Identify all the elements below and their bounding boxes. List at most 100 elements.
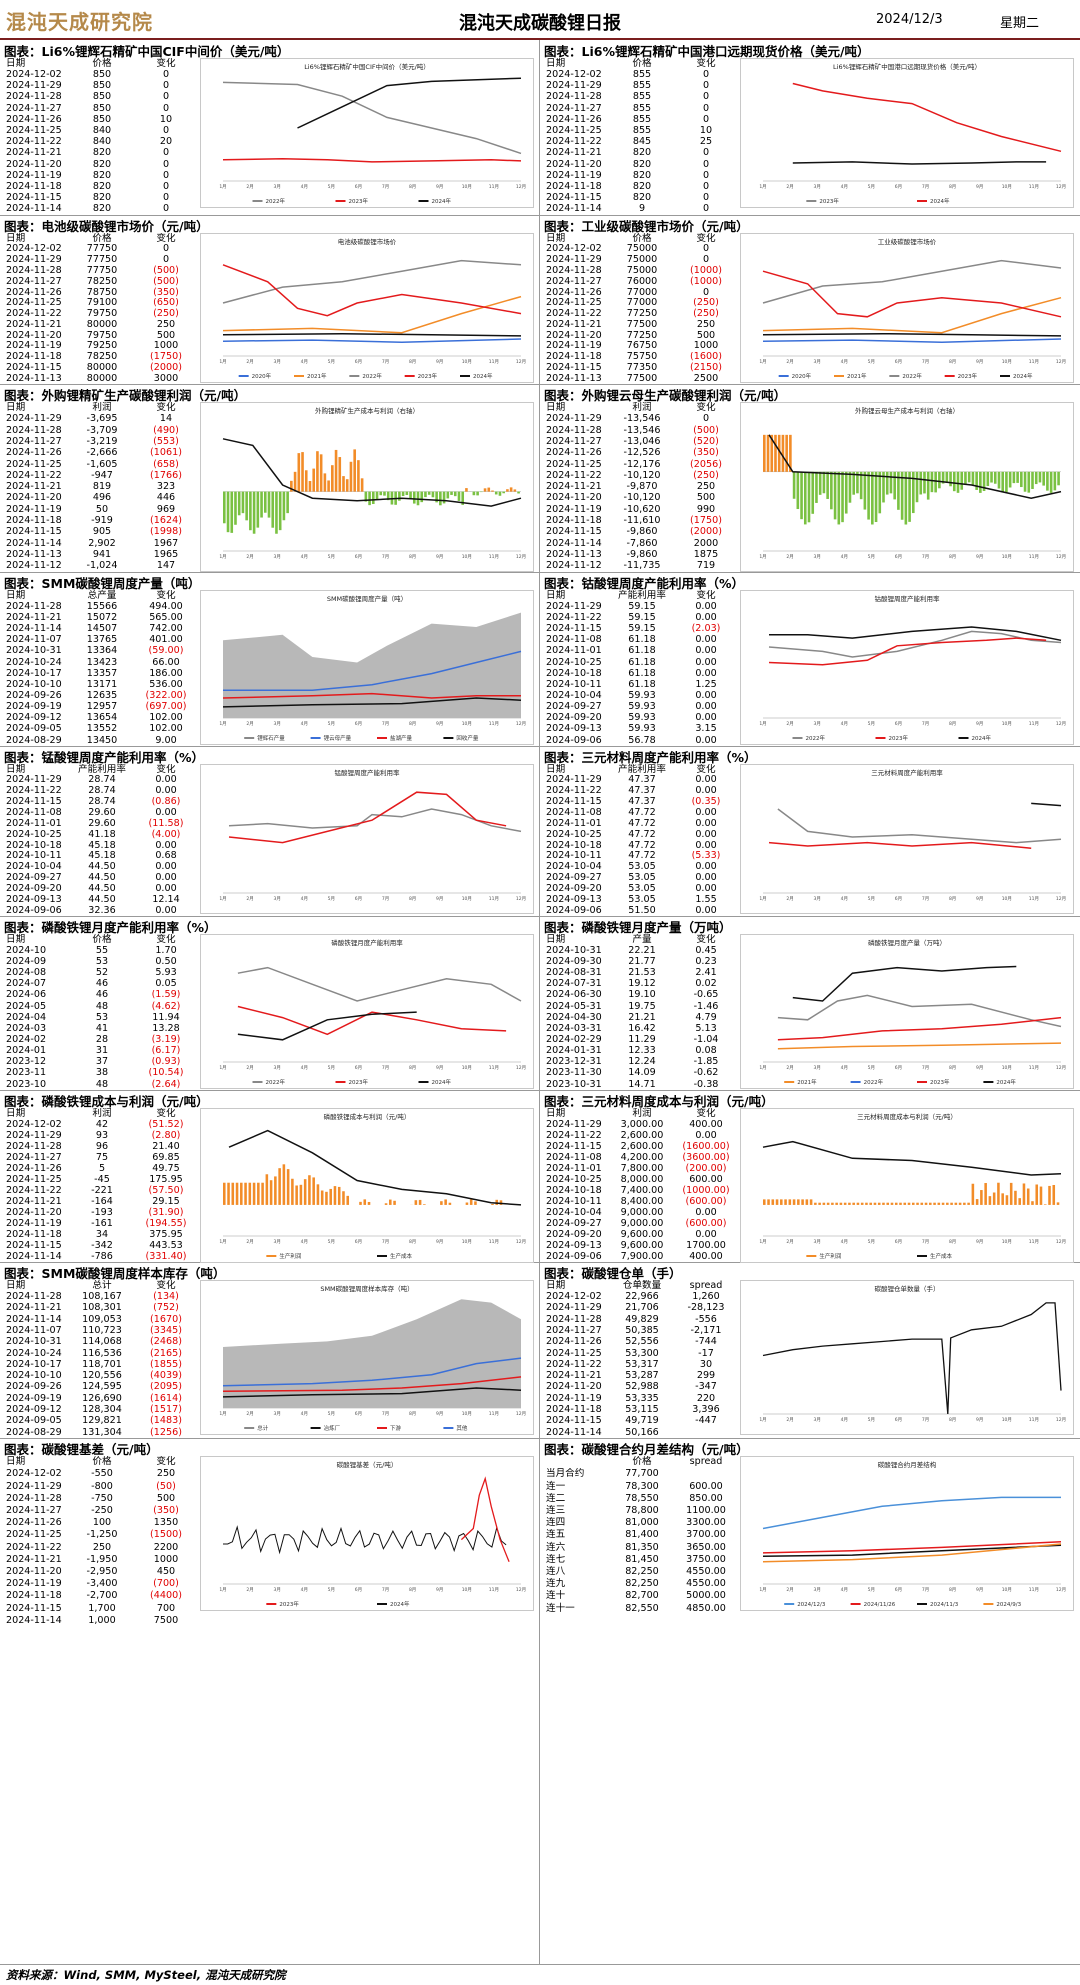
table-cell: (57.50)	[148, 1185, 184, 1196]
x-tick-label: 5月	[868, 1417, 875, 1423]
profit-bar	[278, 491, 282, 531]
x-tick-label: 7月	[922, 721, 929, 727]
table-cell: 13450	[86, 734, 118, 746]
table-cell: 2000	[693, 537, 719, 549]
x-tick-label: 2月	[786, 1587, 793, 1593]
table-row: 2024-11-28 850 0	[2, 92, 198, 103]
x-tick-label: 1月	[759, 1417, 766, 1423]
table-row: 2024-11-25 77000 (250)	[542, 298, 738, 309]
profit-bar	[784, 1199, 787, 1205]
table-cell: 2024-09	[6, 956, 47, 968]
chart-panel: 图表：SMM碳酸锂周度产量（吨） 日期 总产量 变化 2024-11-28 15566 49…	[0, 573, 540, 747]
table-row: 2024-11-19 76750 1000	[542, 341, 738, 352]
legend-label: 2024年	[390, 1600, 410, 1608]
data-table: 日期 总计 变化 2024-11-28 108,167 (134) 2024-11-21 10…	[2, 1280, 198, 1438]
table-cell: 2024-09-20	[546, 883, 602, 894]
table-cell: 2024-11-14	[6, 203, 62, 215]
table-cell: 400.00	[689, 1251, 723, 1262]
table-row: 2024-11-28 -3,709 (490)	[2, 425, 198, 436]
table-cell: 82,550	[625, 1602, 659, 1614]
x-tick-label: 5月	[328, 896, 335, 902]
column-header: 日期	[546, 233, 566, 244]
table-cell: 102.00	[149, 712, 183, 724]
x-tick-label: 6月	[895, 554, 902, 560]
chart-title: 磷酸铁锂月度产能利用率	[331, 938, 403, 947]
table-cell: 1.55	[695, 894, 717, 905]
profit-bar	[1005, 471, 1008, 493]
table-cell: 2024-11-28	[6, 1492, 62, 1504]
table-cell: 2024-11-14	[6, 1313, 62, 1325]
table-row: 2024-11-18 34 375.95	[2, 1229, 198, 1240]
profit-bar	[992, 1192, 996, 1205]
table-cell: 0.00	[695, 807, 717, 818]
table-cell: 15566	[86, 601, 118, 612]
table-cell: -9,860	[626, 549, 658, 561]
x-tick-label: 4月	[301, 184, 308, 190]
x-tick-label: 12月	[1056, 1587, 1066, 1593]
data-table: 日期 价格 变化 2024-12-02 855 0 2024-11-29 855 0 2024-1…	[542, 58, 738, 215]
column-header: 价格	[92, 934, 112, 945]
table-cell: -13,546	[623, 413, 661, 425]
table-row: 2024-11-21 -164 29.15	[2, 1196, 198, 1207]
profit-bar	[830, 471, 833, 510]
table-row: 2024-11-22 77250 (250)	[542, 308, 738, 319]
table-cell: 2024-02-29	[546, 1034, 602, 1046]
table-cell: 446	[156, 492, 176, 504]
table-row: 2024-09-13 53.05 1.55	[542, 894, 738, 905]
table-cell: 2024-11-08	[546, 634, 602, 646]
series-line	[222, 1357, 522, 1387]
table-cell: -2,666	[86, 447, 118, 459]
table-row: 2024-12-02 850 0	[2, 69, 198, 80]
series-line	[768, 841, 1032, 849]
row-divider	[0, 215, 1080, 216]
column-header: 仓单数量	[622, 1280, 662, 1291]
table-cell: 124,595	[82, 1381, 122, 1393]
x-tick-label: 8月	[409, 1065, 416, 1071]
table-cell: -786	[91, 1251, 113, 1262]
profit-bar	[941, 471, 945, 484]
table-cell: 4850.00	[686, 1602, 726, 1614]
profit-bar	[781, 434, 785, 472]
table-cell: 941	[92, 549, 112, 561]
column-header: 日期	[546, 402, 566, 413]
profit-bar	[916, 1202, 919, 1205]
table-cell: 2024-12-02	[6, 1468, 62, 1480]
table-cell: 0	[702, 413, 710, 425]
table-cell: 1000	[153, 340, 179, 352]
table-cell: 2,600.00	[620, 1130, 664, 1141]
x-tick-label: 5月	[328, 1587, 335, 1593]
table-cell: 2024-10-25	[546, 829, 602, 840]
profit-bar	[956, 471, 960, 493]
x-tick-label: 4月	[841, 1065, 848, 1071]
profit-bar	[912, 471, 915, 514]
table-cell: 820	[92, 181, 112, 193]
profit-bar	[930, 471, 934, 493]
table-cell: 2024-11-07	[6, 634, 62, 646]
table-cell: (6.17)	[151, 1045, 181, 1057]
table-cell: 0	[162, 158, 170, 170]
x-tick-label: 9月	[976, 554, 983, 560]
table-cell: 2024-11-27	[6, 102, 62, 114]
profit-bar	[1018, 1198, 1021, 1205]
table-cell: 2024-11-19	[546, 340, 602, 352]
table-cell: 0.00	[695, 829, 717, 840]
x-tick-label: 9月	[976, 1239, 983, 1245]
profit-bar	[472, 491, 476, 496]
profit-bar	[960, 471, 964, 490]
profit-bar	[1052, 1184, 1056, 1205]
table-cell: 2024-11-01	[546, 818, 602, 829]
profit-bar	[869, 1202, 872, 1205]
series-line	[777, 994, 1062, 1028]
legend-label: 2024/11/26	[864, 1602, 896, 1608]
table-header-row: 日期 利润 变化	[542, 402, 738, 413]
table-row: 2024-11-25 -45 175.95	[2, 1174, 198, 1185]
table-cell: 59.93	[628, 712, 656, 724]
profit-bar	[372, 491, 375, 504]
table-cell: 2024-09-05	[6, 723, 62, 735]
x-tick-label: 7月	[922, 1065, 929, 1071]
table-cell: 78,300	[625, 1480, 659, 1492]
table-cell: 108,301	[82, 1302, 122, 1314]
chart-title: 碳酸锂基差（元/吨）	[337, 1460, 398, 1469]
profit-bar	[865, 1202, 868, 1205]
table-row: 2024-09-27 59.93 0.00	[542, 701, 738, 712]
